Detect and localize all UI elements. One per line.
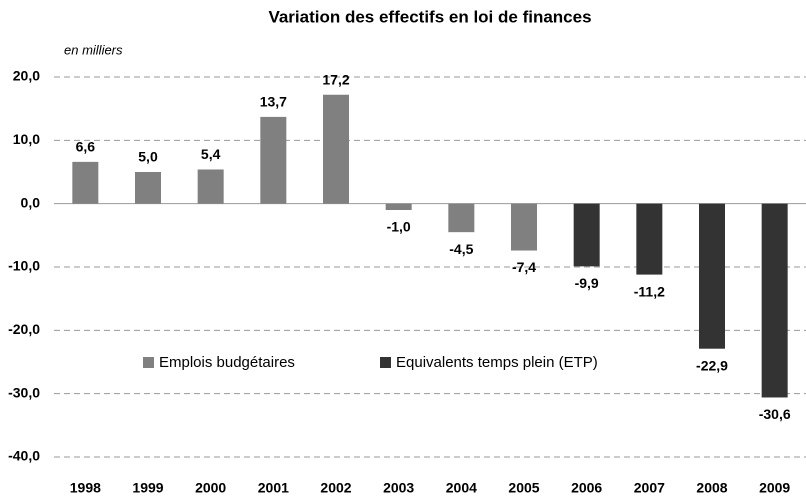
bar xyxy=(323,94,349,204)
x-tick-label: 2002 xyxy=(320,480,351,496)
x-tick-label: 1998 xyxy=(70,480,101,496)
value-label: 5,4 xyxy=(201,146,221,162)
bar xyxy=(573,203,600,267)
x-tick-label: 2007 xyxy=(634,480,665,496)
x-tick-label: 2006 xyxy=(571,480,602,496)
x-tick-label: 2000 xyxy=(195,480,226,496)
legend-label: Equivalents temps plein (ETP) xyxy=(396,354,598,371)
x-tick-label: 2009 xyxy=(759,480,790,496)
value-label: 17,2 xyxy=(322,71,349,87)
legend-swatch xyxy=(143,357,154,368)
value-label: 5,0 xyxy=(138,149,158,165)
value-label: -4,5 xyxy=(449,241,473,257)
value-label: -30,6 xyxy=(759,406,791,422)
x-tick-label: 1999 xyxy=(132,480,163,496)
bar xyxy=(197,169,224,204)
value-label: -11,2 xyxy=(634,283,665,299)
bar xyxy=(511,203,537,251)
x-tick-label: 2004 xyxy=(446,480,477,496)
y-tick-label: -10,0 xyxy=(8,258,40,274)
y-tick-label: 0,0 xyxy=(21,194,41,210)
bar xyxy=(385,203,412,210)
bar xyxy=(448,203,475,233)
x-tick-label: 2001 xyxy=(258,480,289,496)
x-tick-label: 2003 xyxy=(383,480,414,496)
chart-title: Variation des effectifs en loi de financ… xyxy=(268,7,591,26)
bar xyxy=(636,203,663,275)
y-tick-label: 10,0 xyxy=(13,131,40,147)
value-label: -9,9 xyxy=(575,275,599,291)
bar xyxy=(260,116,287,204)
y-tick-label: -40,0 xyxy=(8,448,40,464)
value-label: -1,0 xyxy=(387,219,411,235)
y-tick-label: -30,0 xyxy=(8,384,40,400)
x-tick-label: 2005 xyxy=(508,480,539,496)
value-label: 6,6 xyxy=(76,139,96,155)
y-tick-label: -20,0 xyxy=(8,321,40,337)
y-axis-label: en milliers xyxy=(64,42,123,57)
bar xyxy=(72,161,99,204)
value-label: -22,9 xyxy=(696,357,728,373)
x-tick-label: 2008 xyxy=(696,480,727,496)
bar xyxy=(761,203,788,398)
y-tick-label: 20,0 xyxy=(13,68,40,84)
value-label: 13,7 xyxy=(260,94,287,110)
legend-label: Emplois budgétaires xyxy=(159,354,295,371)
legend-swatch xyxy=(380,357,391,368)
bar xyxy=(699,203,725,349)
bar xyxy=(135,172,161,204)
value-label: -7,4 xyxy=(512,259,536,275)
